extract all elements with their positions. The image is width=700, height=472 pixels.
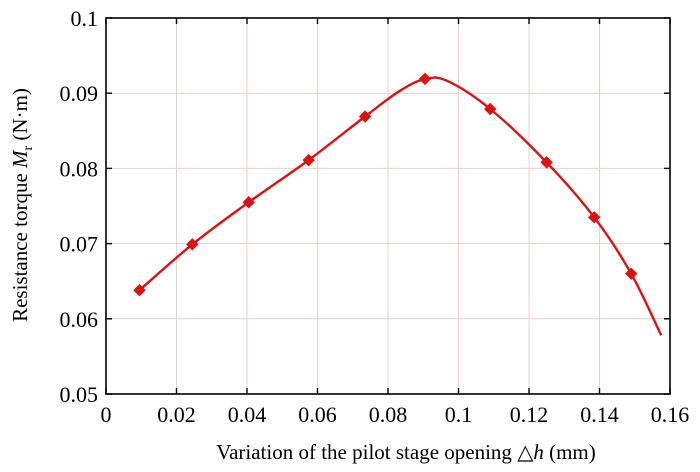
x-tick-labels: 0 0.02 0.04 0.06 0.08 0.1 0.12 0.14 0.16 [101,402,690,427]
data-point [484,102,497,116]
data-point [302,153,315,167]
y-axis-label-prefix: Resistance torque [8,168,32,322]
x-tick-label: 0.16 [651,402,690,427]
data-point [540,156,553,169]
y-tick-labels: 0.05 0.06 0.07 0.08 0.09 0.1 [60,6,99,407]
x-axis-label-variable: h [533,440,544,464]
data-point [242,196,255,209]
x-tick-label: 0.02 [157,402,196,427]
x-tick-label: 0 [101,402,112,427]
y-tick-label: 0.1 [71,6,99,31]
y-tick-label: 0.08 [60,156,99,181]
y-tick-label: 0.06 [60,307,99,332]
y-axis-label-subscript: r [21,145,36,150]
x-axis-label-suffix: (mm) [544,440,596,464]
y-tick-label: 0.07 [60,232,99,257]
x-tick-label: 0.12 [510,402,549,427]
data-point [625,267,638,280]
x-tick-label: 0.06 [298,402,337,427]
y-tick-label: 0.09 [60,81,99,106]
series-markers [133,72,638,297]
x-tick-label: 0.08 [369,402,408,427]
y-tick-label: 0.05 [60,382,99,407]
x-tick-label: 0.14 [580,402,619,427]
series-curve [138,76,663,336]
data-point [358,110,372,123]
data-point [418,72,432,86]
grid-lines [106,18,670,394]
x-axis-label-symbol: △ [517,440,534,464]
data-point [588,211,601,224]
x-axis-label: Variation of the pilot stage opening △h … [216,440,596,464]
x-tick-label: 0.04 [228,402,267,427]
y-axis-label-suffix: (N·m) [8,88,32,146]
data-point [133,284,146,297]
y-axis-label-variable: M [8,149,32,169]
x-tick-label: 0.1 [445,402,473,427]
x-axis-label-prefix: Variation of the pilot stage opening [216,440,517,464]
data-point [186,238,199,251]
axis-ticks [105,17,671,395]
y-axis-label: Resistance torque Mr (N·m) [8,88,36,322]
